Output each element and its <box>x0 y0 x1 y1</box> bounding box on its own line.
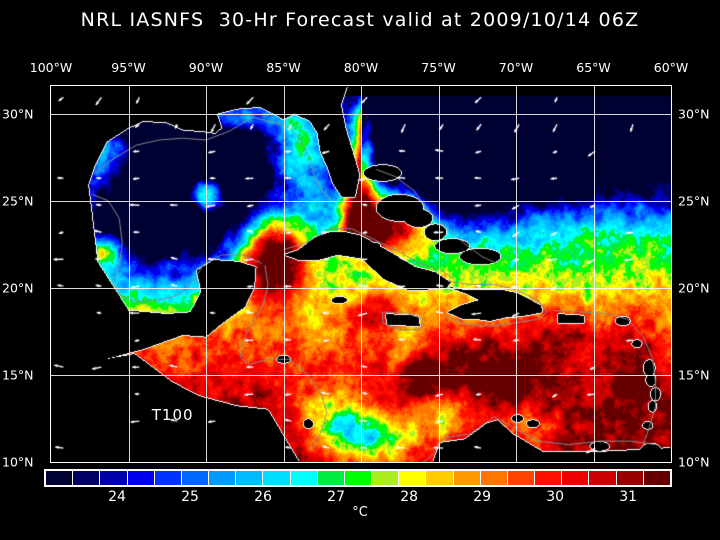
colorbar-bin <box>100 471 128 485</box>
lat-tick-label: 10°N <box>2 454 34 470</box>
lon-tick-label: 75°W <box>421 60 456 75</box>
colorbar-bin <box>46 471 74 485</box>
colorbar-bin <box>73 471 101 485</box>
page-title: NRL IASNFS 30-Hr Forecast valid at 2009/… <box>80 9 640 31</box>
lat-tick-label: 20°N <box>2 280 34 296</box>
lon-tick-label: 100°W <box>29 60 73 75</box>
colorbar-tick: 27 <box>327 489 345 505</box>
colorbar-bin <box>236 471 264 485</box>
colorbar-bin <box>480 471 508 485</box>
colorbar-bin <box>209 471 237 485</box>
colorbar-tick: 29 <box>473 489 492 505</box>
lon-tick-label: 80°W <box>343 60 379 75</box>
lat-tick-label: 30°N <box>678 106 710 122</box>
lat-tick-label: 30°N <box>2 106 34 122</box>
colorbar-tick: 30 <box>546 489 565 505</box>
gridline-meridian <box>516 86 517 462</box>
colorbar-bin <box>317 471 345 485</box>
gridline-meridian <box>129 86 130 462</box>
colorbar-bin <box>535 471 563 485</box>
gridline-parallel <box>51 288 671 289</box>
colorbar-tick: 28 <box>400 489 419 505</box>
colorbar-bin <box>507 471 536 485</box>
colorbar-bin <box>562 471 590 485</box>
colorbar-bin <box>344 471 373 485</box>
colorbar-bin <box>181 471 210 485</box>
colorbar-bin <box>290 471 318 485</box>
lon-tick-label: 95°W <box>111 60 146 75</box>
gridline-meridian <box>361 86 362 462</box>
lon-tick-label: 60°W <box>653 60 689 75</box>
colorbar-bin <box>616 471 644 485</box>
lat-tick-label: 15°N <box>2 367 34 383</box>
lat-tick-label: 20°N <box>678 280 710 296</box>
lon-tick-label: 65°W <box>576 60 611 75</box>
lat-tick-label: 15°N <box>678 367 710 383</box>
gridline-meridian <box>594 86 595 462</box>
colorbar-tick: 24 <box>108 489 126 505</box>
colorbar-bin <box>426 471 454 485</box>
colorbar-bin <box>154 471 182 485</box>
lat-tick-label: 25°N <box>678 193 710 209</box>
colorbar-bin <box>589 471 617 485</box>
colorbar-bin <box>372 471 400 485</box>
lon-tick-label: 70°W <box>498 60 534 75</box>
t100-annotation: T100 <box>151 406 194 425</box>
colorbar-bin <box>399 471 427 485</box>
colorbar-tick: 25 <box>181 489 199 505</box>
colorbar-bin <box>643 471 670 485</box>
lon-tick-label: 90°W <box>188 60 224 75</box>
colorbar-bin <box>453 471 481 485</box>
gridline-meridian <box>439 86 440 462</box>
colorbar[interactable] <box>44 469 672 487</box>
colorbar-bin <box>263 471 291 485</box>
map-plot-area[interactable]: T100 <box>50 85 672 463</box>
lat-tick-label: 25°N <box>2 193 34 209</box>
gridline-parallel <box>51 114 671 115</box>
colorbar-tick: 31 <box>619 489 638 505</box>
colorbar-bin <box>127 471 155 485</box>
colorbar-tick: 26 <box>254 489 272 505</box>
gridline-meridian <box>206 86 207 462</box>
gridline-meridian <box>284 86 285 462</box>
gridline-parallel <box>51 375 671 376</box>
colorbar-unit-label: °C <box>352 505 368 520</box>
lat-tick-label: 10°N <box>678 454 710 470</box>
gridline-parallel <box>51 201 671 202</box>
lon-tick-label: 85°W <box>266 60 301 75</box>
